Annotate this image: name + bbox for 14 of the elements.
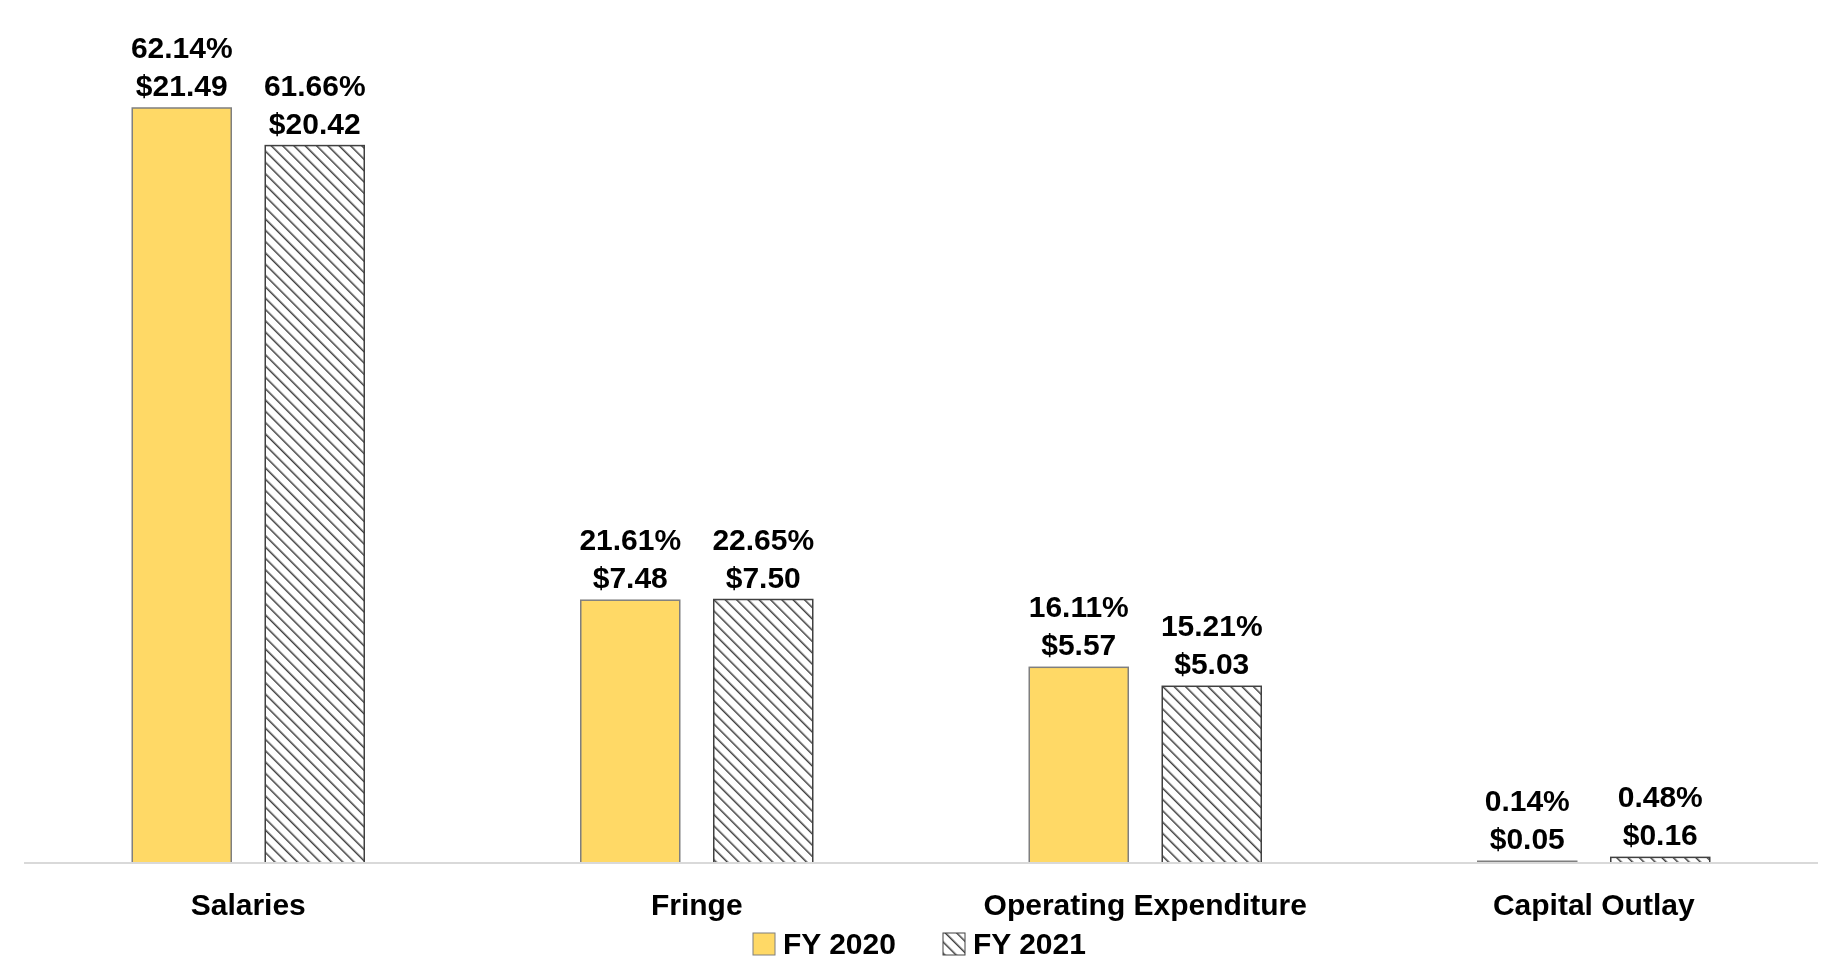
data-label: 21.61% $7.48	[579, 523, 682, 595]
data-label: 62.14% $21.49	[130, 31, 233, 102]
data-label: 16.11% $5.57	[1028, 590, 1129, 662]
x-tick-label: Capital Outlay	[1492, 888, 1695, 921]
x-tick-label: Fringe	[650, 888, 743, 921]
data-label: 61.66% $20.42	[263, 68, 366, 140]
data-label: 0.48% $0.16	[1617, 780, 1703, 852]
data-label: 15.21% $5.03	[1160, 609, 1263, 681]
x-tick-label: Operating Expenditure	[983, 888, 1307, 921]
x-tick-label: Salaries	[190, 888, 306, 921]
legend-label: FY 2020	[783, 927, 896, 960]
data-label: 22.65% $7.50	[712, 522, 815, 594]
data-label: 0.14% $0.05	[1484, 784, 1570, 856]
legend-label: FY 2021	[973, 927, 1086, 960]
